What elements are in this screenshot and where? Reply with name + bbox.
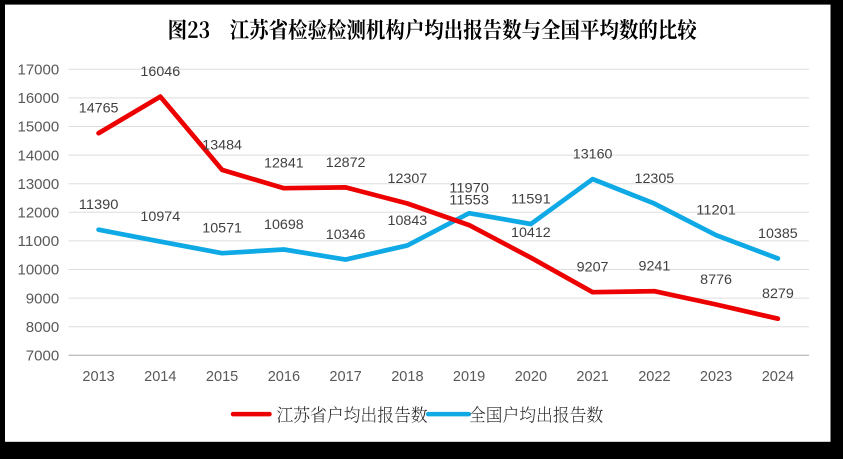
svg-text:12305: 12305 <box>635 171 675 187</box>
svg-text:2017: 2017 <box>329 368 361 385</box>
svg-text:11390: 11390 <box>79 197 119 213</box>
svg-text:10698: 10698 <box>264 217 304 233</box>
svg-text:10000: 10000 <box>18 262 60 279</box>
svg-text:2013: 2013 <box>82 368 114 385</box>
svg-text:9000: 9000 <box>26 290 59 307</box>
svg-text:11553: 11553 <box>449 193 489 209</box>
svg-text:14000: 14000 <box>18 147 60 164</box>
svg-text:2018: 2018 <box>391 368 423 385</box>
svg-text:9207: 9207 <box>577 260 609 276</box>
svg-text:11000: 11000 <box>18 233 60 250</box>
svg-text:16000: 16000 <box>18 90 60 107</box>
svg-text:2019: 2019 <box>453 368 485 385</box>
svg-text:2022: 2022 <box>638 368 670 385</box>
svg-text:13160: 13160 <box>573 147 613 163</box>
svg-text:12307: 12307 <box>388 171 428 187</box>
svg-text:2016: 2016 <box>268 368 300 385</box>
svg-text:8000: 8000 <box>26 319 59 336</box>
svg-text:11591: 11591 <box>511 192 551 208</box>
svg-text:13484: 13484 <box>202 137 242 153</box>
svg-text:15000: 15000 <box>18 119 60 136</box>
svg-text:2014: 2014 <box>144 368 176 385</box>
svg-text:12872: 12872 <box>326 155 366 171</box>
svg-text:2021: 2021 <box>576 368 608 385</box>
svg-text:8279: 8279 <box>762 286 794 302</box>
svg-text:10843: 10843 <box>388 213 428 229</box>
svg-text:12000: 12000 <box>18 205 60 222</box>
svg-text:10346: 10346 <box>326 227 366 243</box>
svg-text:13000: 13000 <box>18 176 60 193</box>
svg-text:11970: 11970 <box>449 181 489 197</box>
svg-text:14765: 14765 <box>79 101 119 117</box>
svg-text:2020: 2020 <box>515 368 547 385</box>
svg-text:12841: 12841 <box>264 156 304 172</box>
svg-text:11201: 11201 <box>696 203 736 219</box>
svg-text:2023: 2023 <box>700 368 732 385</box>
svg-text:10412: 10412 <box>511 225 551 241</box>
svg-text:17000: 17000 <box>18 62 60 79</box>
svg-text:10571: 10571 <box>202 221 242 237</box>
svg-text:7000: 7000 <box>26 348 59 365</box>
svg-text:9241: 9241 <box>639 259 671 275</box>
svg-text:10385: 10385 <box>758 226 798 242</box>
svg-text:16046: 16046 <box>140 64 180 80</box>
svg-text:2024: 2024 <box>762 368 794 385</box>
svg-text:8776: 8776 <box>700 272 732 288</box>
svg-text:2015: 2015 <box>206 368 238 385</box>
svg-text:10974: 10974 <box>140 209 180 225</box>
